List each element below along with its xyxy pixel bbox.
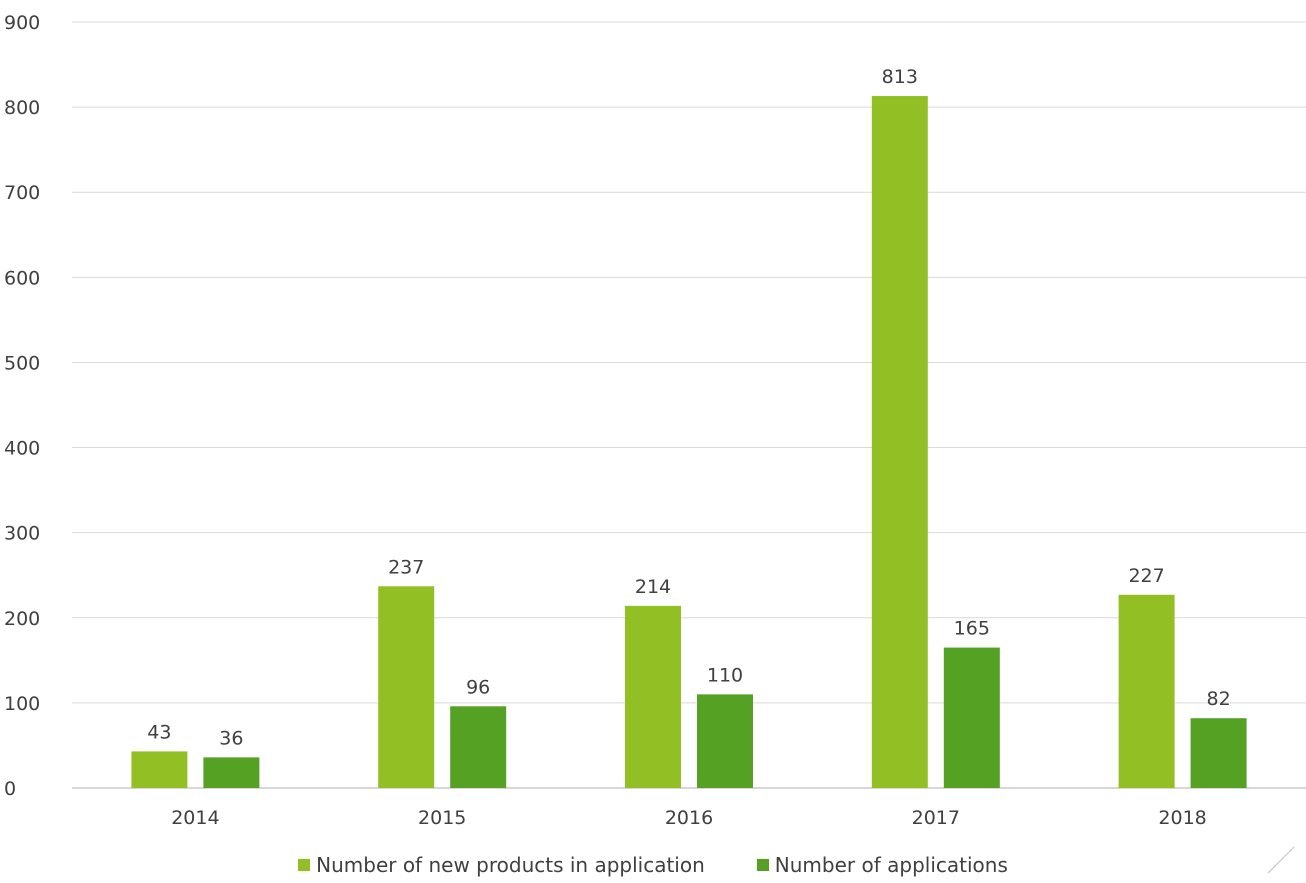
data-label-2015-series-0: 237 <box>388 556 424 578</box>
x-tick-label: 2014 <box>171 807 219 829</box>
legend-swatch-new-products <box>298 859 311 871</box>
bar-2017-series-1[interactable] <box>943 647 1000 788</box>
bar-2014-series-0[interactable] <box>131 751 188 788</box>
y-tick-label: 300 <box>4 523 40 545</box>
y-axis-ticks: 0 100 200 300 400 500 600 700 800 900 <box>4 12 40 800</box>
legend-item-applications[interactable]: Number of applications <box>756 853 1008 877</box>
data-label-2018-series-0: 227 <box>1128 565 1164 587</box>
x-tick-label: 2015 <box>418 807 466 829</box>
data-label-2016-series-1: 110 <box>707 664 743 686</box>
data-label-2016-series-0: 214 <box>635 576 671 598</box>
bar-2014-series-1[interactable] <box>203 757 260 788</box>
data-label-2014-series-0: 43 <box>147 721 171 743</box>
legend-label-new-products: Number of new products in application <box>316 853 705 877</box>
bar-2015-series-0[interactable] <box>378 586 435 788</box>
y-tick-label: 100 <box>4 693 40 715</box>
y-tick-label: 0 <box>4 778 16 800</box>
data-labels: 43 36 237 96 214 110 813 165 227 82 <box>147 66 1230 749</box>
legend-label-applications: Number of applications <box>774 853 1008 877</box>
x-tick-label: 2016 <box>665 807 713 829</box>
y-tick-label: 500 <box>4 352 40 374</box>
data-label-2015-series-1: 96 <box>466 676 490 698</box>
legend-swatch-applications <box>756 859 769 871</box>
y-tick-label: 700 <box>4 182 40 204</box>
y-tick-label: 600 <box>4 267 40 289</box>
data-label-2014-series-1: 36 <box>219 727 243 749</box>
legend-item-new-products[interactable]: Number of new products in application <box>298 853 705 877</box>
bar-2016-series-0[interactable] <box>625 605 681 788</box>
gridlines <box>72 21 1306 789</box>
resize-handle-icon[interactable] <box>1266 845 1296 875</box>
bars <box>131 96 1247 788</box>
data-label-2017-series-0: 813 <box>882 66 918 88</box>
bar-2018-series-0[interactable] <box>1118 594 1175 788</box>
bar-2018-series-1[interactable] <box>1190 718 1247 788</box>
y-tick-label: 800 <box>4 97 40 119</box>
bar-2016-series-1[interactable] <box>697 694 753 788</box>
data-label-2018-series-1: 82 <box>1207 688 1231 710</box>
legend: Number of new products in application Nu… <box>0 853 1306 877</box>
x-tick-label: 2018 <box>1158 807 1206 829</box>
bar-2015-series-1[interactable] <box>450 706 507 788</box>
x-tick-label: 2017 <box>912 807 960 829</box>
y-tick-label: 200 <box>4 608 40 630</box>
bar-2017-series-0[interactable] <box>871 96 928 788</box>
y-tick-label: 400 <box>4 438 40 460</box>
bar-chart: 0 100 200 300 400 500 600 700 800 900 43 36 237 96 21… <box>4 12 1306 829</box>
y-tick-label: 900 <box>4 12 40 34</box>
x-axis-ticks: 2014 2015 2016 2017 2018 <box>171 807 1207 829</box>
data-label-2017-series-1: 165 <box>954 618 990 640</box>
